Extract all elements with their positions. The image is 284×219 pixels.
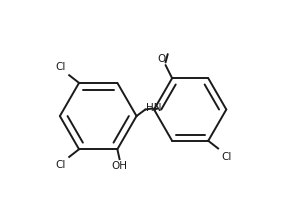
Text: O: O	[158, 54, 166, 64]
Text: HN: HN	[146, 103, 162, 113]
Text: Cl: Cl	[222, 152, 232, 162]
Text: OH: OH	[112, 161, 128, 171]
Text: Cl: Cl	[56, 62, 66, 72]
Text: O: O	[169, 44, 176, 53]
Text: Cl: Cl	[56, 160, 66, 170]
